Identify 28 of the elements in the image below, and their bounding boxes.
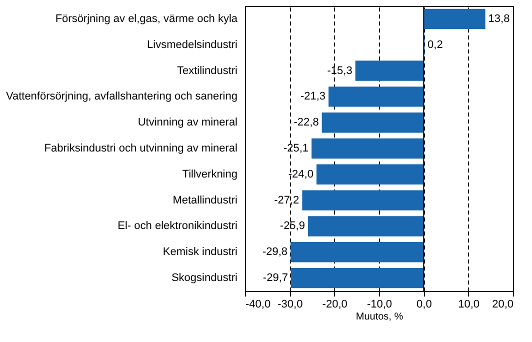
data-label: -27,2 — [274, 194, 300, 206]
x-tick-label: -40,0 — [246, 298, 271, 310]
data-label: -22,8 — [294, 116, 319, 129]
x-tick-label: -20,0 — [322, 298, 348, 310]
data-label: -29,7 — [262, 272, 288, 284]
y-tick-label: Vattenförsörjning, avfallshantering och sanering — [6, 90, 238, 103]
y-tick-label: Livsmedelsindustri — [147, 38, 238, 51]
y-tick-label: Tillverkning — [182, 168, 238, 180]
data-label: -21,3 — [300, 90, 326, 103]
y-tick-label: Utvinning av mineral — [138, 116, 238, 129]
y-tick-label: Fabriksindustri och utvinning av mineral — [44, 142, 238, 154]
x-tick-label: 0,0 — [416, 298, 432, 310]
x-tick-label: 10,0 — [458, 298, 480, 310]
data-label: -25,9 — [280, 220, 305, 232]
y-tick-label: El- och elektronikindustri — [118, 220, 238, 232]
x-tick-label: 20,0 — [492, 298, 514, 310]
y-tick-label: Försörjning av el,gas, värme och kyla — [55, 12, 238, 25]
data-label: -24,0 — [288, 168, 314, 180]
y-tick-label: Skogsindustri — [171, 272, 238, 284]
y-tick-label: Textilindustri — [176, 64, 238, 77]
y-tick-label: Kemisk industri — [162, 246, 238, 258]
data-label: 13,8 — [488, 12, 510, 25]
data-label: 0,2 — [428, 38, 443, 51]
x-tick-label: -30,0 — [278, 298, 303, 310]
y-tick-label: Metallindustri — [172, 194, 238, 206]
x-tick-label: -10,0 — [366, 298, 392, 310]
data-label: -29,8 — [262, 246, 288, 258]
x-axis-title: Muutos, % — [356, 312, 404, 322]
